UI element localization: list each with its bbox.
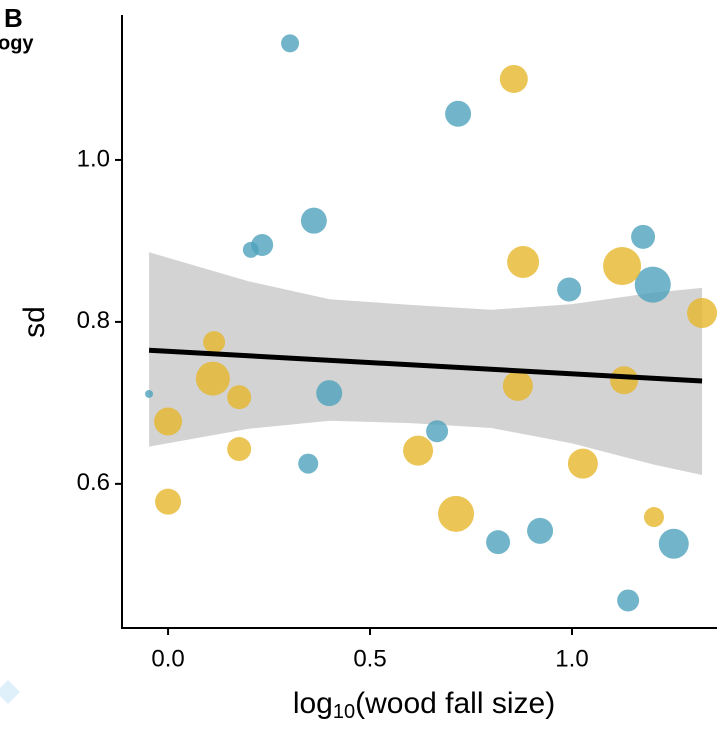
point	[227, 385, 252, 410]
point	[145, 389, 154, 398]
point	[634, 266, 671, 303]
point	[617, 589, 640, 612]
point	[610, 366, 639, 395]
x-axis-label: log10(wood fall size)	[293, 687, 555, 723]
point	[403, 435, 434, 466]
point	[316, 380, 343, 407]
plot-area	[145, 34, 717, 612]
point	[242, 241, 259, 258]
fit-line	[148, 347, 703, 384]
point	[281, 34, 300, 53]
point	[298, 453, 319, 474]
y-tick-label: 1.0	[77, 145, 110, 172]
y-tick-label: 0.8	[77, 307, 110, 334]
point	[507, 245, 540, 278]
panel-label: B	[4, 3, 23, 33]
cropped-text: ogy	[0, 32, 34, 54]
point	[502, 370, 533, 401]
point	[557, 277, 582, 302]
point	[631, 224, 656, 249]
decoration	[0, 680, 20, 704]
point	[438, 495, 475, 532]
point	[154, 407, 183, 436]
point	[195, 361, 230, 396]
x-tick-label: 0.5	[353, 645, 386, 672]
x-label-rest: (wood fall size)	[355, 687, 555, 720]
point	[426, 420, 449, 443]
point	[643, 507, 664, 528]
x-label-base: log	[293, 687, 333, 720]
point	[155, 488, 182, 515]
point	[203, 331, 226, 354]
point	[567, 448, 598, 479]
y-tick-label: 0.6	[77, 469, 110, 496]
point	[658, 528, 689, 559]
x-tick-label: 0.0	[151, 645, 184, 672]
point	[445, 100, 472, 127]
point	[527, 517, 554, 544]
point	[499, 64, 528, 93]
x-label-sub: 10	[333, 701, 355, 723]
point	[486, 530, 511, 555]
x-tick-label: 1.0	[555, 645, 588, 672]
point	[687, 298, 717, 328]
point	[603, 247, 642, 286]
point	[300, 207, 327, 234]
y-axis-label: sd	[18, 306, 51, 338]
point	[227, 437, 252, 462]
